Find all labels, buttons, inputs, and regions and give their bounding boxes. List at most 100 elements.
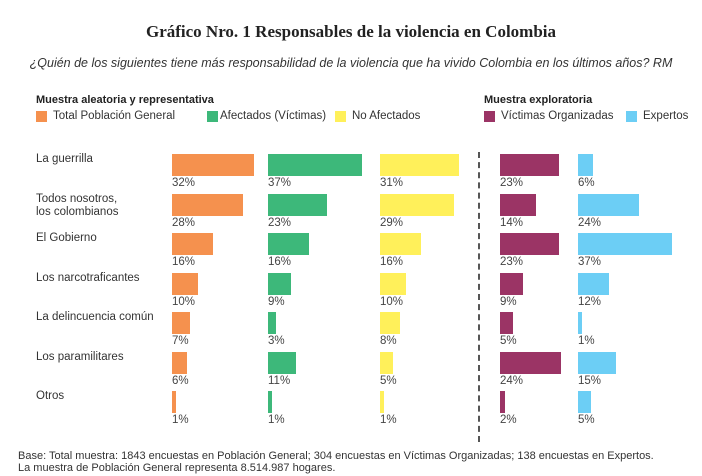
legend-label: Afectados (Víctimas)	[220, 110, 327, 122]
category-label-line: Otros	[36, 390, 65, 402]
data-label-afectados-victimas-la-delincuencia-comun: 3%	[268, 335, 285, 347]
data-label-victimas-organizadas-la-delincuencia-comun: 5%	[500, 335, 517, 347]
category-label-line: los colombianos	[36, 205, 119, 218]
footnote-line-2: La muestra de Población General represen…	[18, 462, 336, 474]
data-label-total-poblacion-general-la-guerrilla: 32%	[172, 177, 196, 189]
category-label-todos-nosotros-los-colombianos: Todos nosotros, los colombianos	[36, 193, 118, 219]
bar-no-afectados-los-paramilitares	[380, 351, 393, 374]
data-label-victimas-organizadas-el-gobierno: 23%	[500, 256, 524, 268]
bar-expertos-otros	[578, 391, 591, 413]
legend-swatch	[626, 110, 637, 122]
data-label-expertos-la-guerrilla: 6%	[578, 177, 595, 189]
data-label-expertos-los-narcotraficantes: 12%	[578, 295, 602, 308]
legend-label: Expertos	[643, 110, 689, 122]
bar-total-poblacion-general-la-delincuencia-comun	[172, 312, 190, 334]
group-title-representative: Muestra aleatoria y representativa	[36, 94, 214, 106]
data-label-afectados-victimas-otros: 1%	[268, 414, 285, 426]
data-label-no-afectados-la-delincuencia-comun: 8%	[380, 335, 397, 347]
data-label-total-poblacion-general-otros: 1%	[172, 414, 189, 426]
category-label-line: Todos nosotros,	[36, 192, 118, 205]
bar-no-afectados-otros	[380, 391, 384, 413]
bar-expertos-el-gobierno	[578, 233, 673, 255]
legend-item-afectados: Afectados (Víctimas)	[207, 110, 326, 122]
bar-afectados-victimas-los-narcotraficantes	[268, 272, 291, 295]
category-label-line: La delincuencia común	[36, 311, 154, 323]
bar-total-poblacion-general-la-guerrilla	[172, 154, 254, 176]
bar-victimas-organizadas-la-delincuencia-comun	[500, 312, 513, 334]
bar-victimas-organizadas-todos-nosotros-los-colombianos	[500, 193, 536, 216]
data-label-afectados-victimas-los-narcotraficantes: 9%	[268, 295, 285, 308]
data-label-afectados-victimas-todos-nosotros-los-colombianos: 23%	[268, 216, 292, 229]
data-label-victimas-organizadas-otros: 2%	[500, 414, 517, 426]
data-label-total-poblacion-general-la-delincuencia-comun: 7%	[172, 335, 189, 347]
bar-expertos-la-delincuencia-comun	[578, 312, 582, 334]
bar-afectados-victimas-los-paramilitares	[268, 351, 297, 374]
legend-swatch	[484, 110, 495, 122]
bar-afectados-victimas-otros	[268, 391, 272, 413]
bar-afectados-victimas-todos-nosotros-los-colombianos	[268, 193, 327, 216]
legend-item-victimas-organizadas: Víctimas Organizadas	[484, 110, 614, 122]
bar-afectados-victimas-la-delincuencia-comun	[268, 312, 276, 334]
data-label-afectados-victimas-el-gobierno: 16%	[268, 256, 292, 268]
data-label-expertos-los-paramilitares: 15%	[578, 374, 602, 387]
category-label-la-guerrilla: La guerrilla	[36, 153, 93, 166]
bar-total-poblacion-general-los-narcotraficantes	[172, 272, 198, 295]
bar-expertos-los-paramilitares	[578, 351, 617, 374]
bar-no-afectados-la-delincuencia-comun	[380, 312, 401, 334]
category-label-la-delincuencia-comun: La delincuencia común	[36, 311, 154, 324]
category-label-line: La guerrilla	[36, 153, 93, 165]
legend-item-expertos: Expertos	[626, 110, 688, 122]
category-label-line: Los narcotraficantes	[36, 271, 140, 284]
legend-swatch	[36, 110, 47, 122]
bar-victimas-organizadas-el-gobierno	[500, 233, 559, 255]
data-label-expertos-otros: 5%	[578, 414, 595, 426]
bar-total-poblacion-general-otros	[172, 391, 176, 413]
data-label-no-afectados-los-paramilitares: 5%	[380, 374, 397, 387]
bar-expertos-todos-nosotros-los-colombianos	[578, 193, 640, 216]
data-label-no-afectados-todos-nosotros-los-colombianos: 29%	[380, 216, 404, 229]
data-label-no-afectados-el-gobierno: 16%	[380, 256, 404, 268]
chart-subtitle: ¿Quién de los siguientes tiene más respo…	[29, 56, 673, 70]
footnote-line-1: Base: Total muestra: 1843 encuestas en P…	[18, 450, 654, 462]
data-label-total-poblacion-general-el-gobierno: 16%	[172, 256, 196, 268]
data-label-expertos-el-gobierno: 37%	[578, 256, 602, 268]
bar-total-poblacion-general-el-gobierno	[172, 233, 213, 255]
data-label-victimas-organizadas-la-guerrilla: 23%	[500, 177, 524, 189]
data-label-total-poblacion-general-los-paramilitares: 6%	[172, 374, 189, 387]
legend-swatch	[207, 110, 218, 122]
bar-no-afectados-la-guerrilla	[380, 154, 460, 176]
data-label-victimas-organizadas-los-narcotraficantes: 9%	[500, 295, 517, 308]
data-label-victimas-organizadas-los-paramilitares: 24%	[500, 374, 524, 387]
bar-expertos-la-guerrilla	[578, 154, 594, 176]
data-label-expertos-la-delincuencia-comun: 1%	[578, 335, 595, 347]
bar-total-poblacion-general-los-paramilitares	[172, 351, 188, 374]
group-divider	[478, 152, 480, 442]
legend-label: No Afectados	[352, 110, 421, 122]
bar-afectados-victimas-el-gobierno	[268, 233, 309, 255]
footnote: Base: Total muestra: 1843 encuestas en P…	[18, 450, 654, 474]
category-label-los-narcotraficantes: Los narcotraficantes	[36, 272, 140, 285]
legend-swatch	[335, 110, 346, 122]
legend-label: Víctimas Organizadas	[501, 110, 614, 122]
bar-no-afectados-los-narcotraficantes	[380, 272, 406, 295]
bar-afectados-victimas-la-guerrilla	[268, 154, 363, 176]
data-label-afectados-victimas-los-paramilitares: 11%	[268, 374, 291, 387]
bar-expertos-los-narcotraficantes	[578, 272, 609, 295]
data-label-total-poblacion-general-los-narcotraficantes: 10%	[172, 295, 196, 308]
bar-no-afectados-el-gobierno	[380, 233, 421, 255]
data-label-victimas-organizadas-todos-nosotros-los-colombianos: 14%	[500, 216, 524, 229]
bar-victimas-organizadas-los-narcotraficantes	[500, 272, 523, 295]
legend-label: Total Población General	[53, 110, 176, 122]
bar-victimas-organizadas-otros	[500, 391, 506, 413]
legend-item-no-afectados: No Afectados	[335, 110, 420, 122]
data-label-no-afectados-la-guerrilla: 31%	[380, 177, 404, 189]
category-label-line: Los paramilitares	[36, 350, 124, 363]
data-label-expertos-todos-nosotros-los-colombianos: 24%	[578, 216, 602, 229]
chart-title: Gráfico Nro. 1 Responsables de la violen…	[145, 22, 557, 41]
bar-victimas-organizadas-los-paramilitares	[500, 351, 562, 374]
data-label-total-poblacion-general-todos-nosotros-los-colombianos: 28%	[172, 216, 196, 229]
data-label-afectados-victimas-la-guerrilla: 37%	[268, 177, 292, 189]
bar-no-afectados-todos-nosotros-los-colombianos	[380, 193, 454, 216]
category-label-los-paramilitares: Los paramilitares	[36, 351, 124, 364]
data-label-no-afectados-los-narcotraficantes: 10%	[380, 295, 404, 308]
